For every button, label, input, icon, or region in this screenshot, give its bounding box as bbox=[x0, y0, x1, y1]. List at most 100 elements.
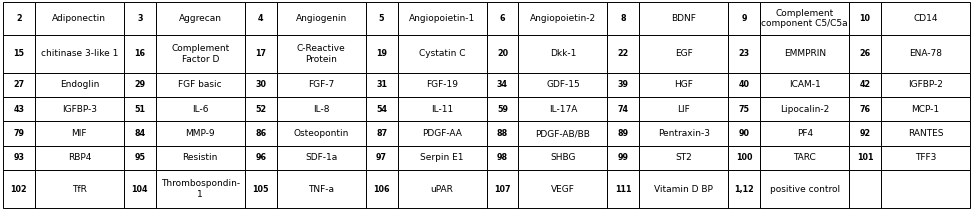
Bar bbox=[849, 121, 882, 146]
Text: RBP4: RBP4 bbox=[68, 154, 91, 163]
Text: Angiogenin: Angiogenin bbox=[296, 14, 346, 23]
Bar bbox=[486, 97, 519, 121]
Bar bbox=[35, 146, 124, 170]
Text: 39: 39 bbox=[618, 80, 629, 89]
Bar bbox=[124, 35, 156, 73]
Bar bbox=[760, 73, 849, 97]
Bar bbox=[519, 170, 607, 208]
Bar bbox=[882, 121, 970, 146]
Bar bbox=[124, 97, 156, 121]
Bar bbox=[3, 121, 35, 146]
Bar bbox=[849, 97, 882, 121]
Text: 6: 6 bbox=[500, 14, 505, 23]
Text: EGF: EGF bbox=[675, 49, 693, 58]
Bar bbox=[519, 121, 607, 146]
Text: 34: 34 bbox=[497, 80, 508, 89]
Text: 1,12: 1,12 bbox=[735, 185, 754, 194]
Bar bbox=[245, 170, 276, 208]
Text: LIF: LIF bbox=[677, 105, 690, 114]
Text: 93: 93 bbox=[14, 154, 24, 163]
Text: 42: 42 bbox=[859, 80, 871, 89]
Bar bbox=[366, 2, 398, 35]
Text: SDF-1a: SDF-1a bbox=[305, 154, 338, 163]
Bar bbox=[366, 170, 398, 208]
Bar bbox=[882, 146, 970, 170]
Text: 104: 104 bbox=[131, 185, 148, 194]
Bar bbox=[849, 73, 882, 97]
Bar bbox=[486, 35, 519, 73]
Bar bbox=[882, 35, 970, 73]
Text: SHBG: SHBG bbox=[550, 154, 576, 163]
Bar bbox=[486, 121, 519, 146]
Text: 107: 107 bbox=[494, 185, 511, 194]
Text: 20: 20 bbox=[497, 49, 508, 58]
Bar bbox=[607, 121, 639, 146]
Text: IL-17A: IL-17A bbox=[549, 105, 577, 114]
Bar bbox=[35, 97, 124, 121]
Text: VEGF: VEGF bbox=[551, 185, 575, 194]
Text: 79: 79 bbox=[14, 129, 24, 138]
Bar bbox=[486, 2, 519, 35]
Bar bbox=[728, 146, 760, 170]
Text: 52: 52 bbox=[255, 105, 267, 114]
Text: IGFBP-3: IGFBP-3 bbox=[62, 105, 97, 114]
Text: FGF basic: FGF basic bbox=[178, 80, 222, 89]
Bar bbox=[276, 73, 366, 97]
Bar bbox=[728, 73, 760, 97]
Text: Pentraxin-3: Pentraxin-3 bbox=[658, 129, 709, 138]
Text: positive control: positive control bbox=[770, 185, 840, 194]
Bar bbox=[35, 2, 124, 35]
Text: 92: 92 bbox=[859, 129, 871, 138]
Text: 76: 76 bbox=[859, 105, 871, 114]
Bar bbox=[882, 73, 970, 97]
Text: ST2: ST2 bbox=[675, 154, 692, 163]
Bar bbox=[245, 73, 276, 97]
Text: 30: 30 bbox=[255, 80, 267, 89]
Text: 111: 111 bbox=[615, 185, 631, 194]
Bar bbox=[728, 121, 760, 146]
Text: 4: 4 bbox=[258, 14, 264, 23]
Text: Vitamin D BP: Vitamin D BP bbox=[655, 185, 713, 194]
Bar bbox=[156, 73, 245, 97]
Text: 95: 95 bbox=[134, 154, 145, 163]
Bar bbox=[124, 73, 156, 97]
Bar bbox=[124, 2, 156, 35]
Text: 27: 27 bbox=[14, 80, 24, 89]
Text: 16: 16 bbox=[134, 49, 145, 58]
Bar bbox=[398, 121, 486, 146]
Bar bbox=[156, 146, 245, 170]
Text: Angiopoietin-1: Angiopoietin-1 bbox=[409, 14, 475, 23]
Text: PDGF-AA: PDGF-AA bbox=[422, 129, 462, 138]
Text: FGF-7: FGF-7 bbox=[308, 80, 335, 89]
Text: 17: 17 bbox=[255, 49, 267, 58]
Bar bbox=[398, 2, 486, 35]
Bar bbox=[760, 121, 849, 146]
Text: 10: 10 bbox=[859, 14, 871, 23]
Text: RANTES: RANTES bbox=[908, 129, 944, 138]
Bar bbox=[3, 2, 35, 35]
Bar bbox=[849, 2, 882, 35]
Text: TFF3: TFF3 bbox=[915, 154, 936, 163]
Text: 23: 23 bbox=[739, 49, 750, 58]
Bar bbox=[728, 97, 760, 121]
Text: 96: 96 bbox=[255, 154, 267, 163]
Bar bbox=[882, 97, 970, 121]
Bar bbox=[639, 73, 728, 97]
Bar bbox=[3, 97, 35, 121]
Text: Complement
Factor D: Complement Factor D bbox=[171, 44, 230, 64]
Text: Serpin E1: Serpin E1 bbox=[420, 154, 464, 163]
Bar bbox=[276, 35, 366, 73]
Text: IL-6: IL-6 bbox=[192, 105, 208, 114]
Text: 26: 26 bbox=[859, 49, 871, 58]
Text: 5: 5 bbox=[378, 14, 384, 23]
Text: 8: 8 bbox=[621, 14, 627, 23]
Text: chitinase 3-like 1: chitinase 3-like 1 bbox=[41, 49, 118, 58]
Text: TARC: TARC bbox=[793, 154, 816, 163]
Bar bbox=[639, 146, 728, 170]
Bar bbox=[760, 2, 849, 35]
Text: 86: 86 bbox=[255, 129, 267, 138]
Text: uPAR: uPAR bbox=[431, 185, 453, 194]
Bar bbox=[124, 170, 156, 208]
Text: MIF: MIF bbox=[72, 129, 87, 138]
Text: 2: 2 bbox=[17, 14, 21, 23]
